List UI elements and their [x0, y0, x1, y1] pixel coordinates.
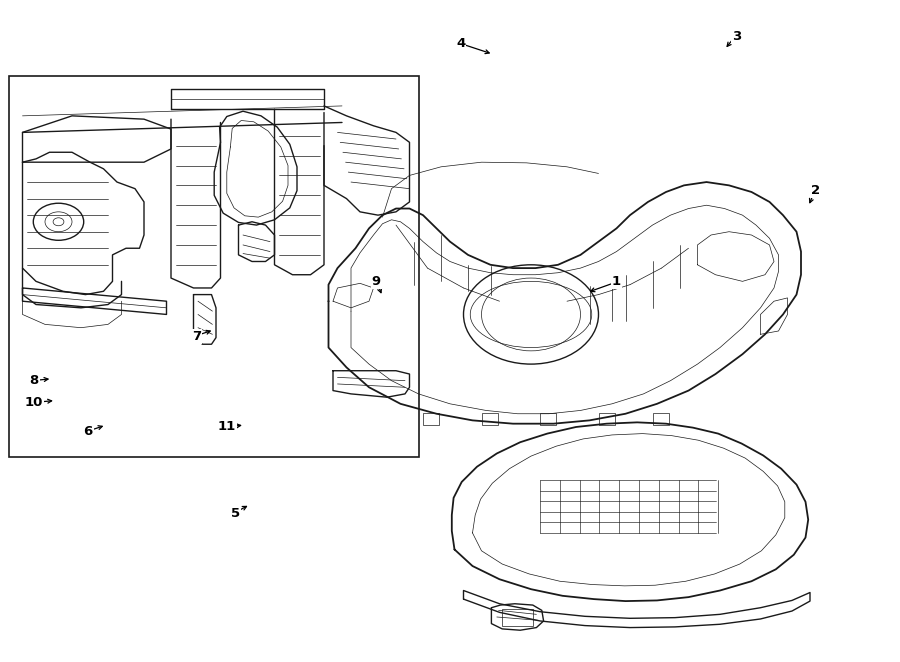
Text: 8: 8 [30, 374, 39, 387]
Bar [540, 413, 556, 425]
Bar [423, 413, 439, 425]
Bar [598, 413, 615, 425]
Text: 1: 1 [612, 275, 621, 288]
Bar [502, 609, 533, 626]
Text: 3: 3 [732, 30, 741, 43]
Text: 5: 5 [231, 506, 240, 520]
Text: 11: 11 [218, 420, 236, 434]
Text: 9: 9 [372, 275, 381, 288]
Bar [482, 413, 498, 425]
Text: 10: 10 [25, 396, 43, 409]
Text: 4: 4 [456, 36, 465, 50]
Text: 7: 7 [192, 330, 201, 343]
Bar [652, 413, 669, 425]
Text: 2: 2 [811, 184, 820, 197]
Bar [9, 76, 418, 457]
Text: 6: 6 [84, 425, 93, 438]
